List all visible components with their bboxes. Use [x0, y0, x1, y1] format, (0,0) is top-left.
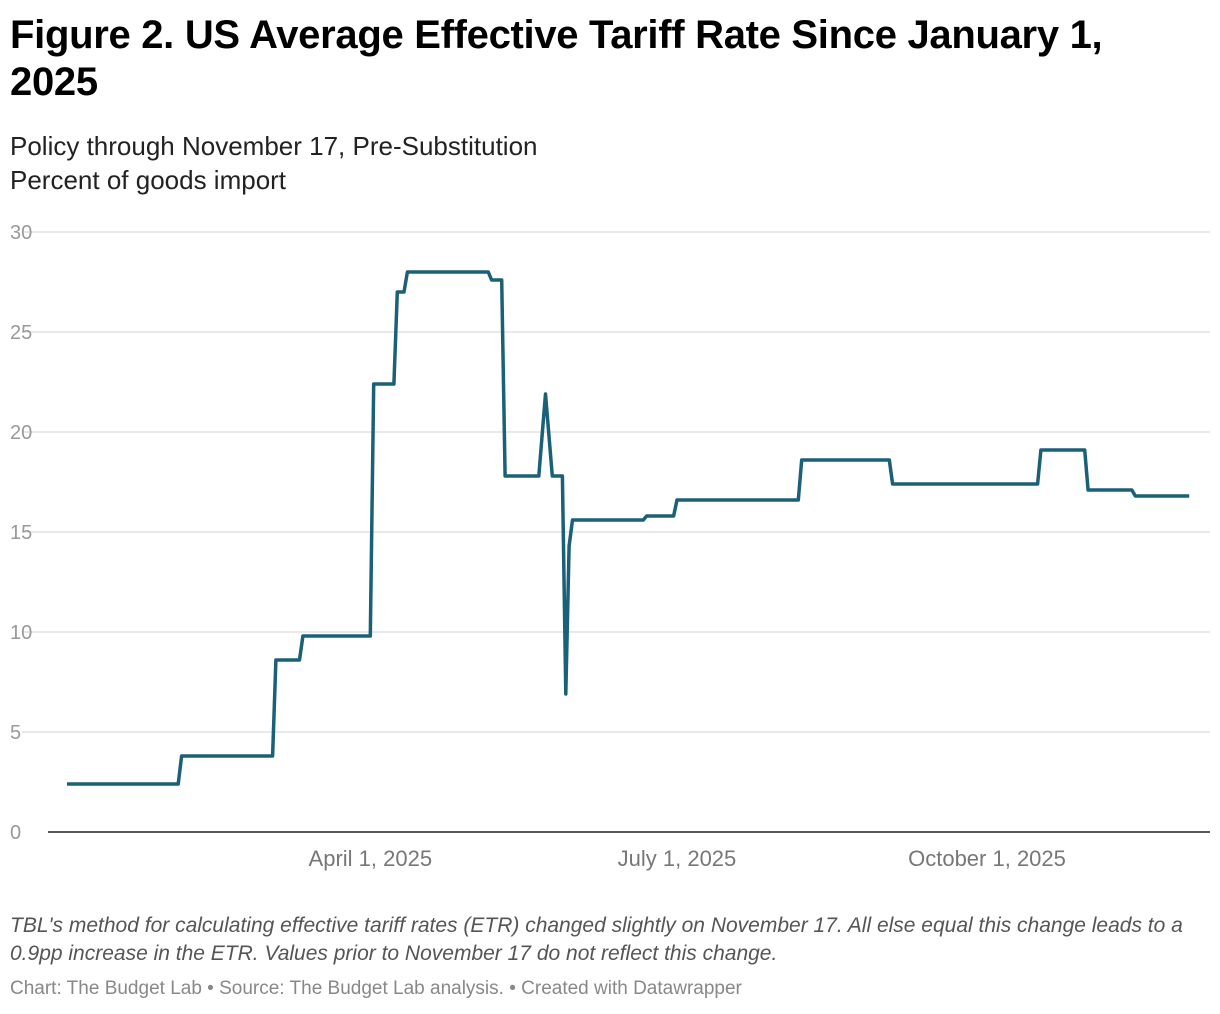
y-tick-label: 20 [10, 422, 32, 444]
chart-subtitle: Policy through November 17, Pre-Substitu… [10, 131, 538, 161]
y-tick-label: 0 [10, 822, 21, 844]
tariff-rate-line [67, 270, 1190, 786]
chart-note: TBL's method for calculating effective t… [10, 914, 1183, 965]
chart-title: Figure 2. US Average Effective Tariff Ra… [10, 13, 1103, 104]
y-tick-label: 25 [10, 322, 32, 344]
line-chart: 0 5 10 15 20 25 30 April 1, 2025 July 1, 2025 Oct… [10, 222, 1210, 871]
y-tick-label: 30 [10, 222, 32, 244]
chart-footer: Chart: The Budget Lab • Source: The Budg… [10, 978, 742, 999]
unit-label: Percent of goods import [10, 165, 287, 195]
y-tick-label: 15 [10, 522, 32, 544]
x-tick-label: April 1, 2025 [309, 846, 433, 871]
x-tick-label: October 1, 2025 [908, 846, 1066, 871]
y-tick-label: 5 [10, 722, 21, 744]
y-tick-label: 10 [10, 622, 32, 644]
x-tick-label: July 1, 2025 [618, 846, 737, 871]
